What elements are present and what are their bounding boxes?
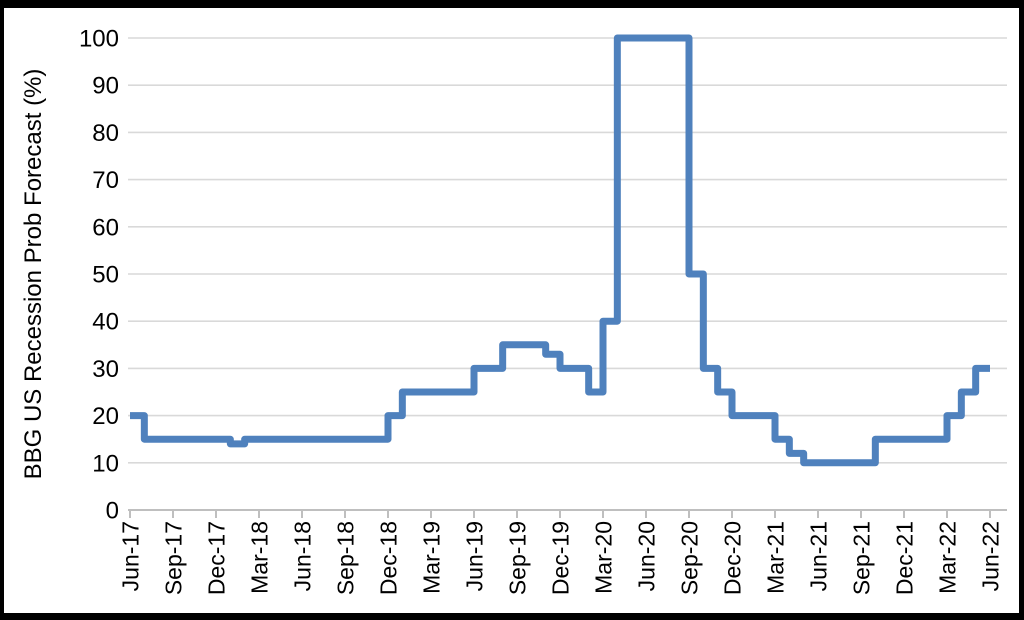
x-tick-label: Sep-21 bbox=[849, 521, 875, 595]
y-tick-label: 80 bbox=[92, 120, 119, 147]
x-tick-label: Sep-17 bbox=[161, 521, 187, 595]
y-tick-label: 40 bbox=[92, 309, 119, 336]
y-tick-label: 50 bbox=[92, 262, 119, 289]
x-tick-label: Dec-17 bbox=[204, 521, 230, 595]
series-line bbox=[130, 34, 990, 467]
chart-canvas: 0 10 20 30 40 50 60 70 80 90 100 Jun-17 Sep-17 Dec-17… bbox=[4, 8, 1019, 613]
y-tick-label: 90 bbox=[92, 73, 119, 100]
x-tick-label: Jun-18 bbox=[290, 521, 316, 591]
gridlines bbox=[128, 37, 1007, 464]
x-tick-label: Jun-22 bbox=[978, 521, 1004, 591]
x-tick-label: Mar-21 bbox=[763, 521, 789, 594]
x-tick-label: Mar-20 bbox=[591, 521, 617, 594]
x-tick-label: Jun-17 bbox=[118, 521, 144, 591]
recession-prob-chart: 0 10 20 30 40 50 60 70 80 90 100 Jun-17 Sep-17 Dec-17… bbox=[20, 26, 1007, 595]
x-tick-labels: Jun-17 Sep-17 Dec-17 Mar-18 Jun-18 Sep-18 Dec-… bbox=[118, 521, 1004, 595]
y-tick-label: 20 bbox=[92, 403, 119, 430]
x-tick-label: Mar-18 bbox=[247, 521, 273, 594]
y-tick-label: 0 bbox=[106, 498, 119, 525]
y-tick-label: 60 bbox=[92, 214, 119, 241]
y-tick-label: 100 bbox=[79, 26, 119, 53]
x-tick-label: Sep-18 bbox=[333, 521, 359, 595]
x-tick-label: Mar-22 bbox=[935, 521, 961, 594]
y-tick-label: 70 bbox=[92, 167, 119, 194]
x-tick-label: Jun-20 bbox=[634, 521, 660, 591]
x-tick-label: Mar-19 bbox=[419, 521, 445, 594]
x-tick-label: Jun-19 bbox=[462, 521, 488, 591]
y-tick-label: 30 bbox=[92, 356, 119, 383]
y-axis-title: BBG US Recession Prob Forecast (%) bbox=[20, 69, 47, 480]
x-tick-label: Sep-19 bbox=[505, 521, 531, 595]
y-tick-labels: 0 10 20 30 40 50 60 70 80 90 100 bbox=[79, 26, 119, 525]
x-axis bbox=[128, 509, 1007, 518]
x-tick-label: Dec-21 bbox=[892, 521, 918, 595]
x-tick-label: Dec-20 bbox=[720, 521, 746, 595]
x-tick-label: Dec-19 bbox=[548, 521, 574, 595]
y-tick-label: 10 bbox=[92, 450, 119, 477]
x-tick-label: Sep-20 bbox=[677, 521, 703, 595]
x-tick-label: Jun-21 bbox=[806, 521, 832, 591]
x-tick-label: Dec-18 bbox=[376, 521, 402, 595]
